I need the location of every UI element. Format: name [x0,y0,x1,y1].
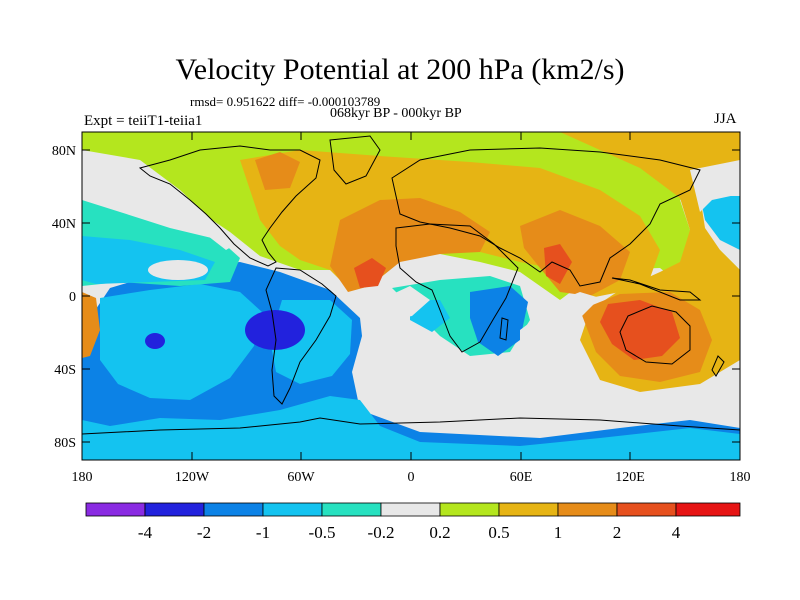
lon-ticks [81,132,631,460]
contour-grey-pocket [148,260,208,280]
colorbar-swatch [262,502,323,517]
colorbar-label: 4 [672,523,681,542]
colorbar-swatch [675,502,741,517]
coastlines [82,135,740,435]
colorbar-label: 0.5 [488,523,509,542]
lon-label: 120E [615,470,645,485]
lon-label: 120W [175,470,210,485]
contour-red-c [544,244,572,284]
lat-label: 0 [69,290,76,305]
coast-africa [395,223,519,353]
stats-text: rmsd= 0.951622 diff= -0.000103789 [190,94,381,109]
colorbar-swatch [85,502,146,517]
coast-north-america [138,145,321,267]
coast-new-zealand [711,355,725,377]
coast-greenland [329,135,381,185]
lat-label: 80S [54,436,76,451]
coast-australia [619,305,691,365]
colorbar-label: -0.2 [368,523,395,542]
contour-darkorange-west [82,292,100,358]
colorbar-label: 1 [554,523,563,542]
colorbar: -4 -2 -1 -0.5 -0.2 0.2 0.5 1 2 4 [85,502,741,542]
contour-field [82,132,740,460]
colorbar-swatch [144,502,205,517]
coast-south-america [265,267,337,405]
lat-label: 40S [54,363,76,378]
colorbar-swatch [498,502,559,517]
colorbar-label: -0.5 [309,523,336,542]
lat-ticks [82,149,740,443]
colorbar-swatch [616,502,677,517]
lon-label: 60E [510,470,533,485]
experiment-label: Expt = teiiT1-teiia1 [84,113,203,129]
contour-blue-indian [470,286,528,356]
colorbar-label: -2 [197,523,211,542]
lat-label: 80N [52,144,76,159]
coast-eurasia [391,147,701,287]
coast-antarctica [82,417,740,435]
lon-label: 180 [72,470,93,485]
plot-title: Velocity Potential at 200 hPa (km2/s) [175,53,625,86]
contour-dark-blue-b [145,333,165,349]
coast-madagascar [499,317,509,341]
lon-label: 0 [408,470,415,485]
coast-maritime [611,277,702,301]
contour-grey-north [82,150,236,250]
season-label: JJA [714,111,737,127]
colorbar-swatch [557,502,618,517]
contour-darkorange-north [255,152,300,190]
colorbar-swatch [380,502,441,517]
contour-grey-belt-mid [380,286,430,320]
contour-cyan-east [700,196,740,250]
contour-grey-belt-south [520,292,740,418]
contour-cyan-south [82,396,740,460]
colorbar-label: -1 [256,523,270,542]
period-text: 068kyr BP - 000kyr BP [330,106,462,121]
colorbar-label: -4 [138,523,153,542]
lon-label: 180 [730,470,751,485]
contour-red-a [354,258,386,288]
colorbar-swatch [439,502,500,517]
colorbar-label: 2 [613,523,622,542]
contour-grey-east [690,160,740,212]
contour-red-b [600,300,680,360]
lon-label: 60W [287,470,315,485]
lat-label: 40N [52,217,76,232]
contour-cyan-pacific [100,284,262,400]
colorbar-swatch [321,502,382,517]
colorbar-swatch [203,502,264,517]
colorbar-label: 0.2 [429,523,450,542]
